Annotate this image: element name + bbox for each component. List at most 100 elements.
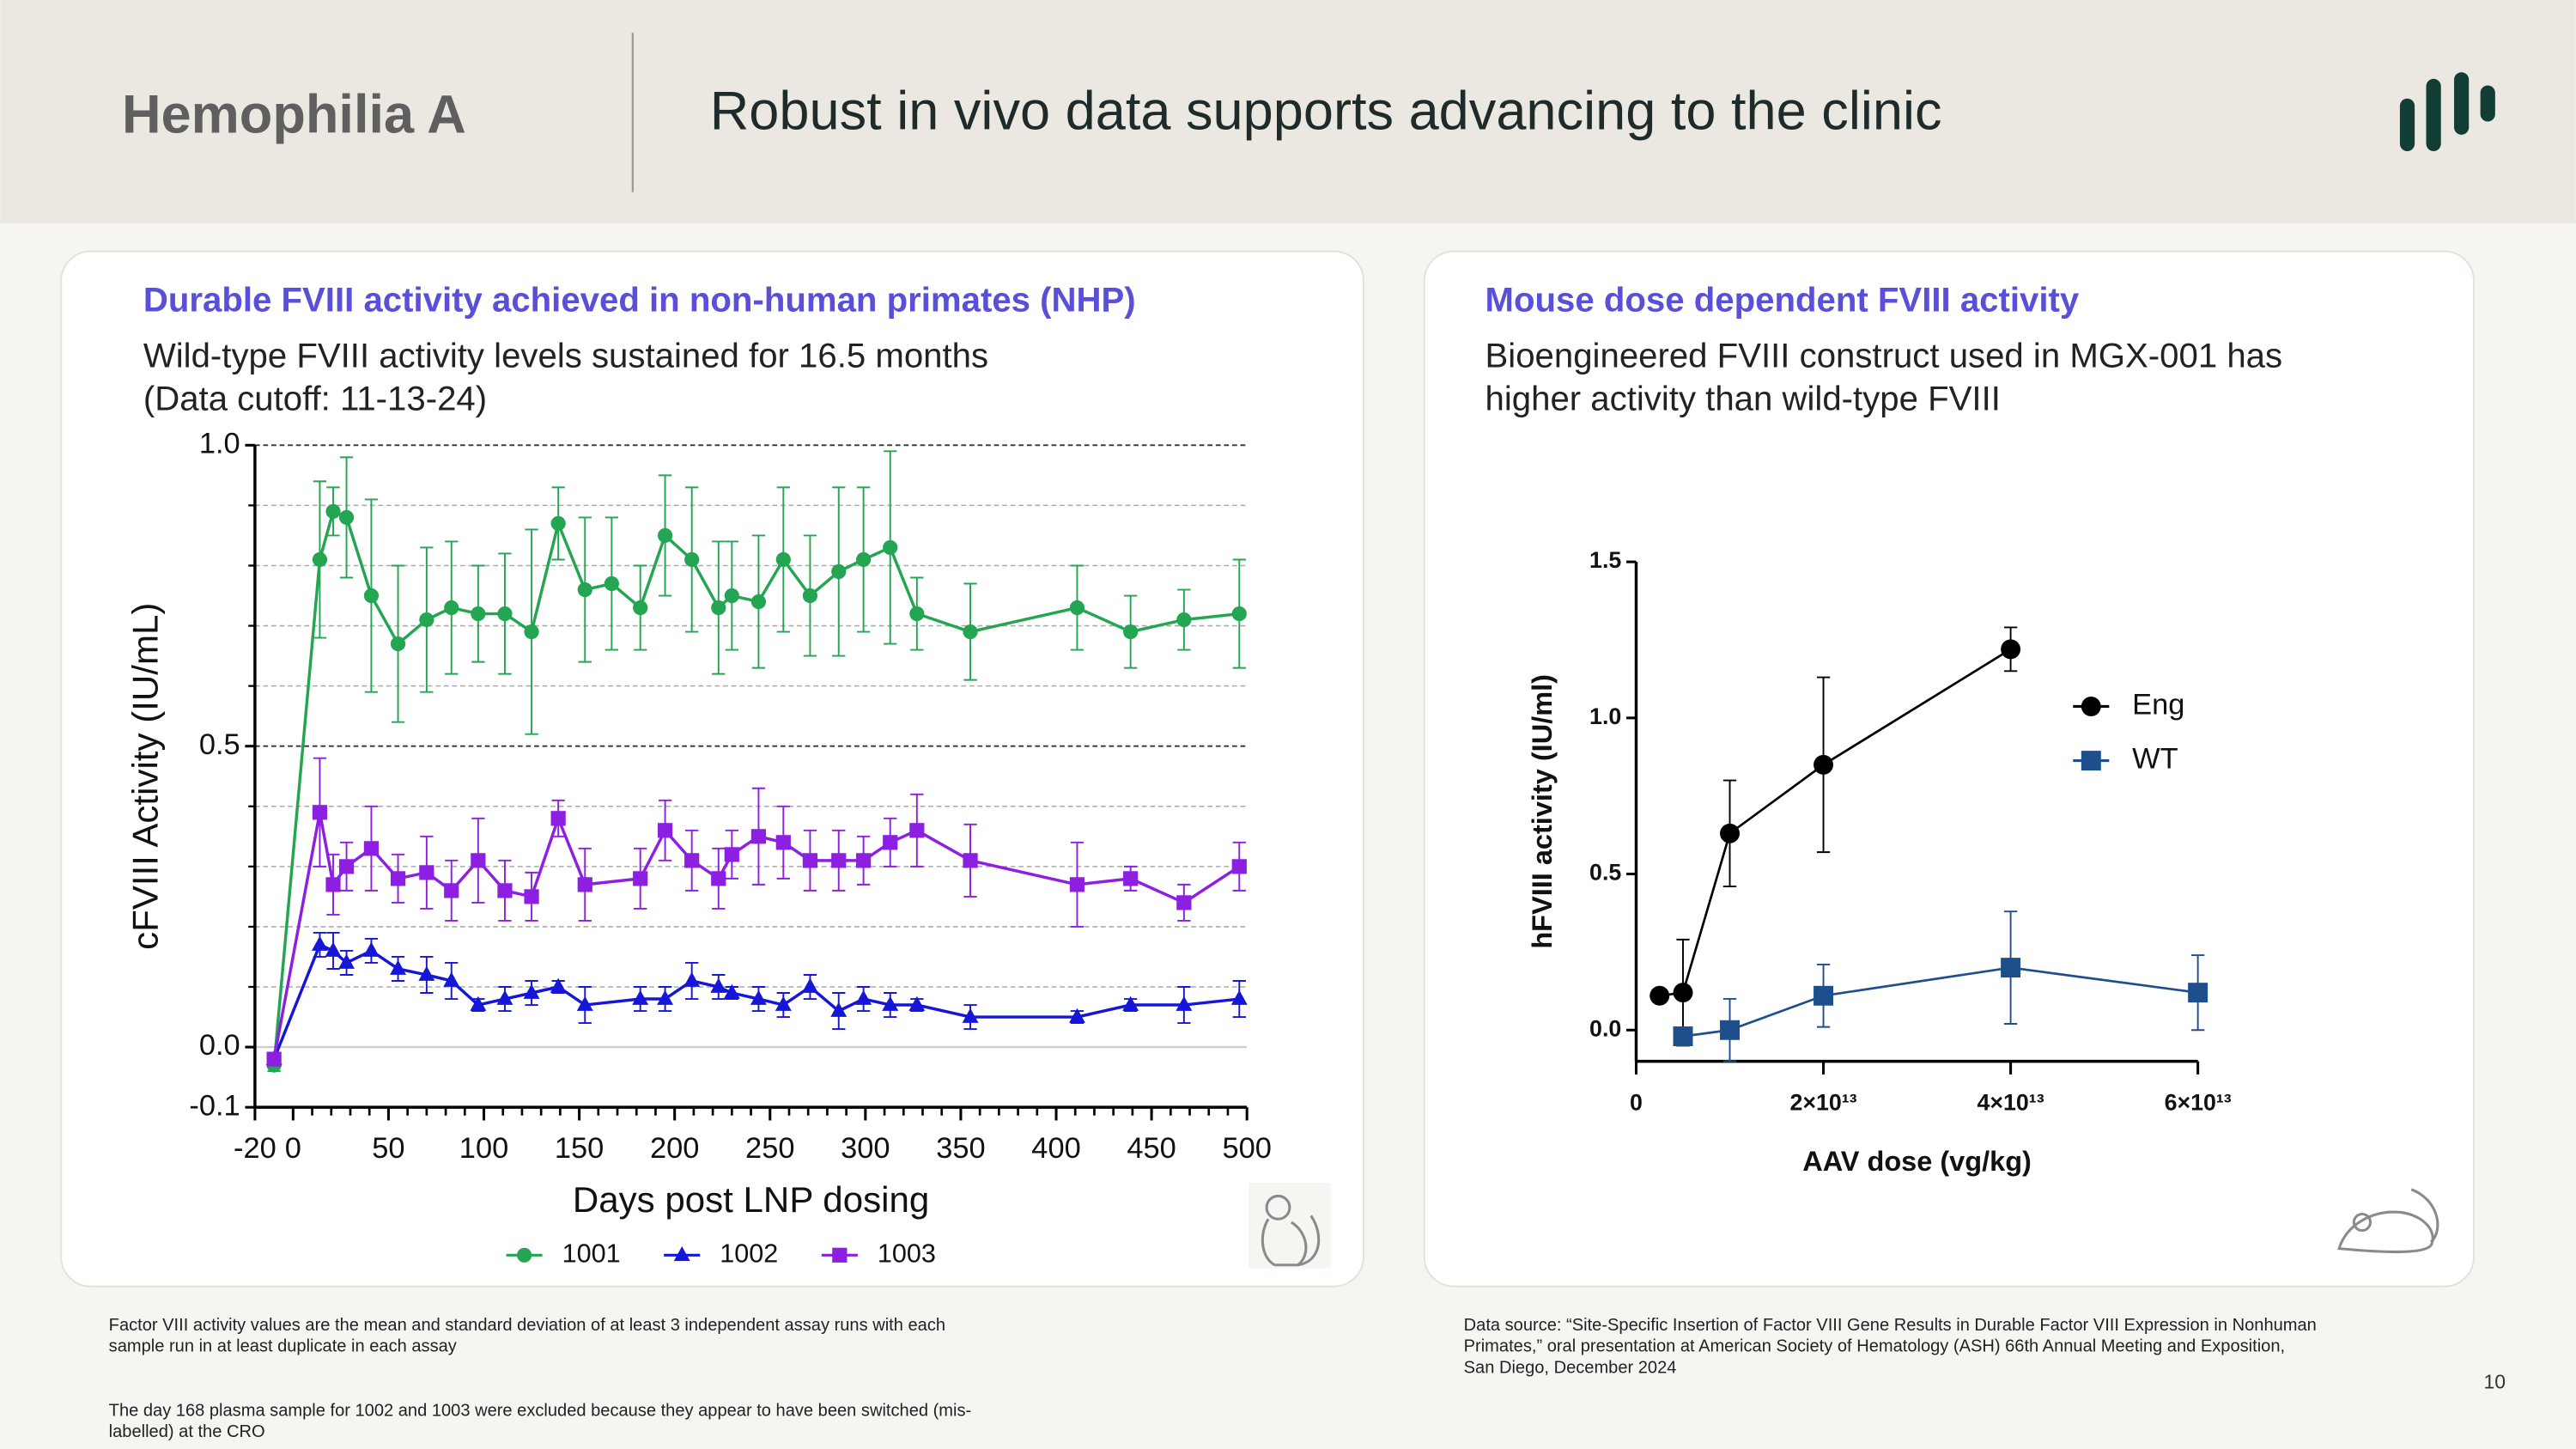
marker bbox=[633, 600, 648, 616]
legend-marker bbox=[516, 1247, 532, 1263]
marker bbox=[855, 989, 872, 1005]
y-tick-label: 0.0 bbox=[1589, 1015, 1621, 1041]
series bbox=[1673, 910, 2208, 1062]
marker bbox=[750, 989, 767, 1005]
y-tick-label: 0.5 bbox=[1589, 860, 1621, 886]
marker bbox=[711, 600, 726, 616]
footnote: The day 168 plasma sample for 1002 and 1… bbox=[109, 1401, 972, 1420]
marker bbox=[801, 977, 818, 993]
marker bbox=[724, 588, 739, 604]
marker bbox=[550, 977, 567, 993]
x-tick-label: 250 bbox=[745, 1132, 794, 1165]
x-tick-label: 2×10¹³ bbox=[1789, 1089, 1856, 1115]
legend-label: 1002 bbox=[720, 1239, 778, 1268]
marker bbox=[325, 941, 342, 957]
marker bbox=[1069, 600, 1085, 616]
marker bbox=[657, 527, 673, 544]
marker bbox=[604, 575, 619, 592]
marker bbox=[1230, 989, 1248, 1005]
marker bbox=[684, 853, 700, 868]
y-tick-label: -0.1 bbox=[189, 1089, 240, 1122]
x-tick-label: 6×10¹³ bbox=[2165, 1089, 2232, 1115]
x-tick-label: 100 bbox=[459, 1132, 508, 1165]
legend-item: 1002 bbox=[664, 1239, 778, 1268]
y-tick-label: 1.0 bbox=[1589, 703, 1621, 729]
series-line bbox=[272, 942, 1240, 1060]
marker bbox=[723, 983, 740, 999]
marker bbox=[1176, 995, 1193, 1011]
legend-item: WT bbox=[2073, 743, 2178, 776]
x-axis-label: AAV dose (vg/kg) bbox=[1802, 1146, 2032, 1177]
marker bbox=[710, 977, 727, 993]
header-band bbox=[0, 0, 2576, 224]
monkey-icon bbox=[1249, 1183, 1331, 1269]
marker bbox=[338, 953, 355, 969]
footnote: sample run in at least duplicate in each… bbox=[109, 1337, 457, 1356]
x-tick-label: 450 bbox=[1127, 1132, 1176, 1165]
marker bbox=[390, 871, 406, 886]
marker bbox=[524, 889, 539, 904]
marker bbox=[497, 883, 513, 898]
marker bbox=[471, 853, 486, 868]
legend-label: Eng bbox=[2132, 689, 2184, 721]
x-tick-label: 0 bbox=[285, 1132, 301, 1165]
marker bbox=[856, 551, 872, 568]
footnote: labelled) at the CRO bbox=[109, 1422, 265, 1441]
marker bbox=[1649, 985, 1670, 1006]
marker bbox=[444, 600, 459, 616]
x-tick-label: 150 bbox=[555, 1132, 604, 1165]
marker bbox=[1720, 1020, 1740, 1040]
marker bbox=[1176, 895, 1192, 910]
marker bbox=[577, 581, 592, 598]
x-axis-label: Days post LNP dosing bbox=[573, 1179, 929, 1220]
marker bbox=[831, 853, 847, 868]
section-title: Hemophilia A bbox=[122, 84, 466, 144]
chart-title: Mouse dose dependent FVIII activity bbox=[1485, 281, 2080, 320]
marker bbox=[523, 983, 540, 999]
marker bbox=[633, 871, 648, 886]
x-tick-label: 0 bbox=[1630, 1089, 1643, 1115]
series bbox=[266, 450, 1247, 1073]
marker bbox=[2001, 958, 2021, 978]
marker bbox=[908, 995, 926, 1011]
marker bbox=[471, 606, 486, 622]
marker bbox=[1231, 859, 1247, 874]
marker bbox=[802, 588, 818, 604]
marker bbox=[312, 805, 328, 820]
marker bbox=[962, 1008, 979, 1023]
marker bbox=[312, 551, 328, 568]
marker bbox=[576, 995, 593, 1011]
marker bbox=[2188, 983, 2208, 1003]
marker bbox=[632, 989, 649, 1005]
marker bbox=[419, 865, 434, 880]
marker bbox=[1814, 985, 1834, 1006]
x-tick-label: 4×10¹³ bbox=[1978, 1089, 2044, 1115]
marker bbox=[524, 624, 539, 640]
y-tick-label: 1.0 bbox=[199, 427, 240, 460]
marker bbox=[363, 841, 380, 856]
marker bbox=[362, 941, 380, 957]
marker bbox=[909, 606, 925, 622]
marker bbox=[390, 959, 407, 975]
marker bbox=[657, 989, 674, 1005]
marker bbox=[325, 503, 341, 520]
marker bbox=[831, 563, 847, 580]
page-number: 10 bbox=[2483, 1371, 2506, 1393]
marker bbox=[963, 853, 978, 868]
marker bbox=[266, 1051, 282, 1067]
marker bbox=[750, 829, 767, 844]
marker bbox=[338, 859, 355, 874]
marker bbox=[1814, 754, 1834, 775]
marker bbox=[684, 551, 700, 568]
marker bbox=[683, 971, 701, 987]
marker bbox=[338, 509, 355, 526]
marker bbox=[775, 835, 791, 850]
marker bbox=[883, 835, 898, 850]
x-tick-label: 350 bbox=[936, 1132, 985, 1165]
marker bbox=[311, 935, 328, 951]
marker bbox=[882, 995, 899, 1011]
y-tick-label: 0.5 bbox=[199, 728, 240, 761]
footnote: Data source: “Site-Specific Insertion of… bbox=[1464, 1316, 2317, 1335]
x-tick-label: 400 bbox=[1031, 1132, 1080, 1165]
